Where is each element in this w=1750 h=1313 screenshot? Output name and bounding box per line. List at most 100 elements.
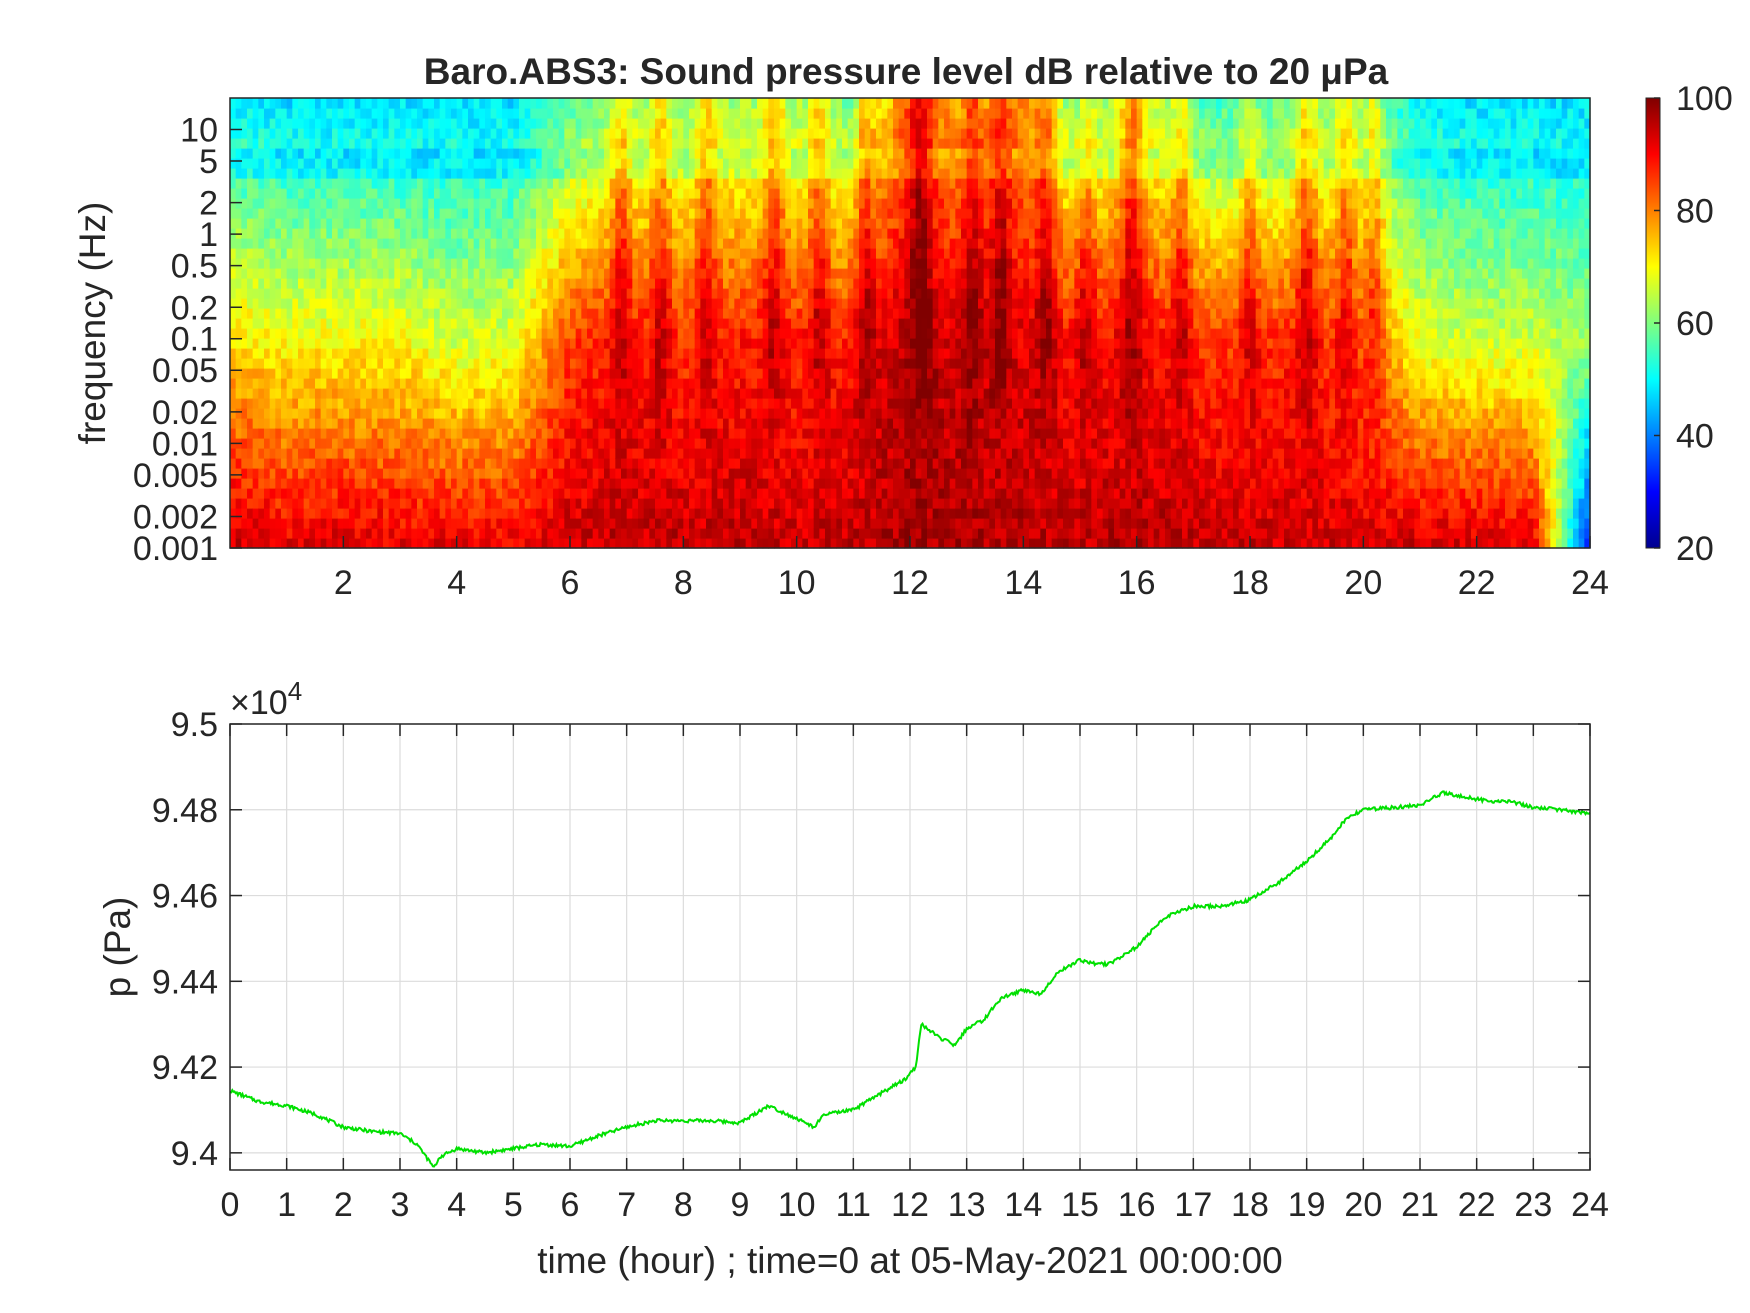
spectrogram-cell [536,418,543,429]
spectrogram-cell [604,498,611,509]
spectrogram-cell [252,308,259,319]
spectrogram-cell [530,448,537,459]
spectrogram-cell [411,218,418,229]
spectrogram-cell [400,398,407,409]
spectrogram-cell [853,258,860,269]
spectrogram-cell [247,508,254,519]
spectrogram-cell [388,188,395,199]
spectrogram-cell [502,118,509,129]
spectrogram-cell [553,368,560,379]
spectrogram-cell [496,158,503,169]
spectrogram-cell [717,158,724,169]
spectrogram-cell [366,198,373,209]
spectrogram-cell [802,288,809,299]
spectrogram-cell [842,218,849,229]
spectrogram-cell [813,208,820,219]
spectrogram-cell [802,538,809,549]
spectrogram-cell [456,538,463,549]
spectrogram-cell [445,218,452,229]
spectrogram-cell [643,378,650,389]
spectrogram-cell [428,298,435,309]
spectrogram-cell [377,238,384,249]
spectrogram-cell [247,138,254,149]
spectrogram-cell [258,158,265,169]
spectrogram-cell [660,518,667,529]
spectrogram-cell [337,118,344,129]
spectrogram-cell [473,168,480,179]
spectrogram-cell [252,268,259,279]
spectrogram-cell [434,478,441,489]
spectrogram-cell [779,398,786,409]
spectrogram-cell [485,168,492,179]
spectrogram-cell [785,258,792,269]
spectrogram-cell [791,518,798,529]
spectrogram-cell [581,428,588,439]
spectrogram-cell [757,388,764,399]
spectrogram-cell [445,518,452,529]
spectrogram-cell [513,198,520,209]
spectrogram-cell [275,488,282,499]
spectrogram-cell [468,108,475,119]
spectrogram-cell [479,168,486,179]
spectrogram-cell [485,118,492,129]
spectrogram-cell [587,288,594,299]
spectrogram-cell [740,168,747,179]
spectrogram-cell [445,408,452,419]
spectrogram-cell [496,238,503,249]
spectrogram-cell [292,298,299,309]
spectrogram-cell [400,268,407,279]
spectrogram-cell [252,448,259,459]
spectrogram-cell [751,318,758,329]
spectrogram-cell [768,358,775,369]
spectrogram-cell [434,418,441,429]
spectrogram-cell [292,178,299,189]
spectrogram-cell [723,208,730,219]
spectrogram-cell [360,388,367,399]
spectrogram-cell [847,98,854,109]
spectrogram-cell [349,168,356,179]
spectrogram-cell [660,258,667,269]
spectrogram-cell [592,208,599,219]
spectrogram-cell [575,398,582,409]
spectrogram-cell [785,138,792,149]
spectrogram-cell [337,338,344,349]
spectrogram-cell [802,188,809,199]
spectrogram-cell [592,258,599,269]
spectrogram-cell [604,198,611,209]
spectrogram-cell [609,248,616,259]
spectrogram-cell [519,208,526,219]
spectrogram-cell [711,188,718,199]
spectrogram-cell [235,418,242,429]
spectrogram-cell [830,348,837,359]
spectrogram-cell [309,378,316,389]
spectrogram-cell [394,348,401,359]
spectrogram-cell [439,158,446,169]
spectrogram-cell [252,178,259,189]
spectrogram-cell [428,358,435,369]
spectrogram-cell [615,218,622,229]
spectrogram-cell [604,268,611,279]
spectrogram-cell [813,268,820,279]
spectrogram-cell [774,328,781,339]
spectrogram-cell [830,198,837,209]
spectrogram-cell [422,468,429,479]
spectrogram-cell [547,498,554,509]
spectrogram-cell [575,178,582,189]
spectrogram-cell [649,488,656,499]
spectrogram-cell [264,378,271,389]
spectrogram-cell [689,198,696,209]
spectrogram-cell [609,378,616,389]
spectrogram-cell [632,298,639,309]
spectrogram-cell [666,168,673,179]
spectrogram-cell [581,518,588,529]
spectrogram-cell [598,178,605,189]
spectrogram-cell [717,288,724,299]
spectrogram-cell [286,388,293,399]
spectrogram-cell [530,458,537,469]
spectrogram-cell [779,498,786,509]
spectrogram-cell [298,228,305,239]
spectrogram-cell [434,148,441,159]
spectrogram-cell [309,398,316,409]
spectrogram-cell [604,328,611,339]
spectrogram-cell [400,358,407,369]
